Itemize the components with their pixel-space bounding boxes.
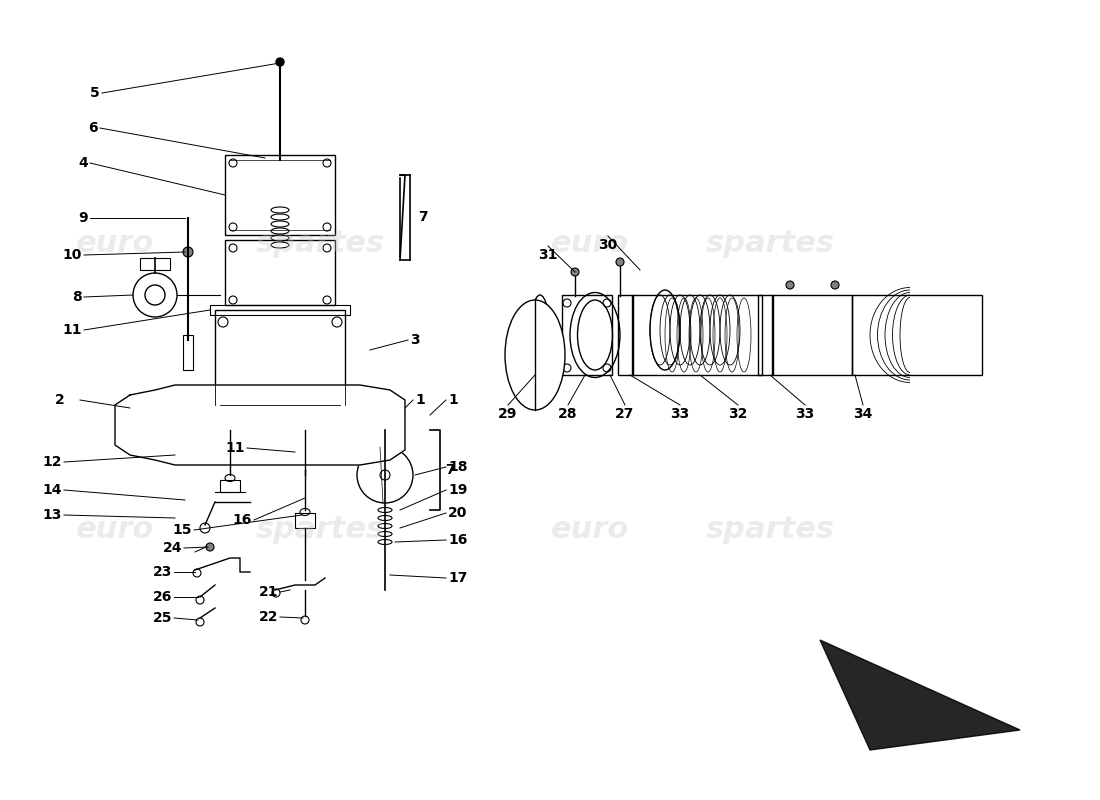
Bar (632, 295, 762, 375)
Text: euro: euro (551, 515, 629, 545)
Text: 25: 25 (153, 611, 172, 625)
Text: euro: euro (551, 229, 629, 258)
Circle shape (206, 543, 214, 551)
Circle shape (786, 281, 794, 289)
Polygon shape (820, 640, 1020, 750)
Circle shape (571, 268, 579, 276)
Text: 2: 2 (55, 393, 65, 407)
Text: 14: 14 (43, 483, 62, 497)
Text: euro: euro (76, 229, 154, 258)
Polygon shape (116, 385, 405, 465)
Text: 6: 6 (88, 121, 98, 135)
Text: 32: 32 (728, 407, 748, 421)
Bar (618, 295, 632, 375)
Text: 16: 16 (232, 513, 252, 527)
Text: 13: 13 (43, 508, 62, 522)
Text: 12: 12 (43, 455, 62, 469)
Text: 23: 23 (153, 565, 172, 579)
Text: 33: 33 (795, 407, 815, 421)
Text: spartes: spartes (705, 229, 835, 258)
Text: 11: 11 (226, 441, 245, 455)
Text: 7: 7 (446, 463, 454, 477)
Text: 7: 7 (418, 210, 428, 224)
Text: 22: 22 (258, 610, 278, 624)
Text: 28: 28 (558, 407, 578, 421)
Text: 30: 30 (598, 238, 617, 252)
Text: 33: 33 (670, 407, 690, 421)
Bar (140, 258, 170, 270)
Bar (772, 295, 852, 375)
Circle shape (183, 247, 192, 257)
Text: 17: 17 (448, 571, 468, 585)
Bar (226, 240, 336, 305)
Bar (562, 295, 612, 375)
Text: 8: 8 (73, 290, 82, 304)
Text: 9: 9 (78, 211, 88, 225)
Text: 15: 15 (173, 523, 192, 537)
Text: spartes: spartes (255, 515, 385, 545)
Text: 16: 16 (448, 533, 468, 547)
Text: 4: 4 (78, 156, 88, 170)
Bar (226, 155, 336, 235)
Text: 11: 11 (63, 323, 82, 337)
Text: 10: 10 (63, 248, 82, 262)
Bar (758, 295, 773, 375)
Bar (295, 513, 315, 528)
Text: 3: 3 (410, 333, 419, 347)
Bar (290, 448, 320, 456)
Bar (183, 335, 192, 370)
Ellipse shape (505, 300, 565, 410)
Text: 27: 27 (615, 407, 635, 421)
Text: 18: 18 (448, 460, 468, 474)
Text: 34: 34 (854, 407, 872, 421)
Text: euro: euro (76, 515, 154, 545)
Circle shape (276, 58, 284, 66)
Bar (220, 480, 240, 492)
Text: 21: 21 (258, 585, 278, 599)
Text: 19: 19 (448, 483, 468, 497)
Bar (210, 305, 350, 315)
Circle shape (616, 258, 624, 266)
Text: 24: 24 (163, 541, 182, 555)
Text: 1: 1 (448, 393, 458, 407)
Text: 26: 26 (153, 590, 172, 604)
Text: 20: 20 (448, 506, 468, 520)
Text: 29: 29 (498, 407, 518, 421)
Text: spartes: spartes (705, 515, 835, 545)
Text: 31: 31 (538, 248, 558, 262)
Bar (852, 295, 982, 375)
Text: 1: 1 (415, 393, 425, 407)
Text: spartes: spartes (255, 229, 385, 258)
Circle shape (830, 281, 839, 289)
Text: 5: 5 (90, 86, 100, 100)
Bar (214, 310, 345, 410)
